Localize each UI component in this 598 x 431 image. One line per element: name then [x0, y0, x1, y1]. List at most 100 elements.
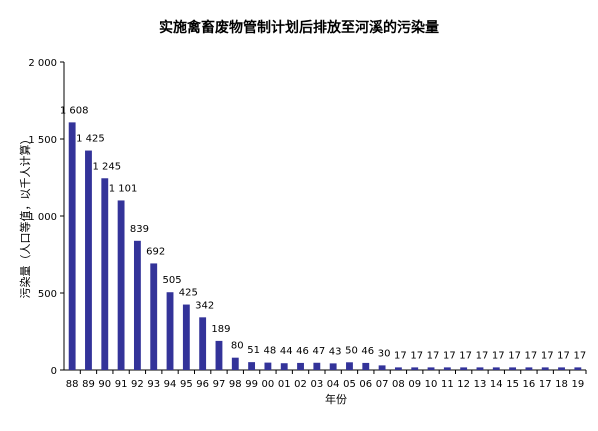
chart-title: 实施禽畜废物管制计划后排放至河溪的污染量: [159, 19, 439, 36]
bar: [394, 367, 402, 370]
x-tick-label: 97: [213, 379, 226, 390]
bar: [231, 357, 239, 370]
data-label: 17: [427, 350, 440, 361]
x-tick-label: 19: [571, 379, 584, 390]
x-tick-label: 99: [245, 379, 258, 390]
bar: [460, 367, 468, 370]
data-label: 44: [280, 346, 293, 357]
data-label: 46: [296, 346, 309, 357]
bar: [378, 365, 386, 370]
bar: [264, 362, 272, 370]
data-label: 47: [312, 346, 325, 357]
data-label: 839: [130, 224, 149, 235]
data-label: 17: [410, 350, 423, 361]
bar: [101, 178, 109, 370]
y-tick-label: 0: [51, 366, 57, 377]
y-tick-label: 1 500: [28, 135, 57, 146]
x-tick-label: 93: [147, 379, 160, 390]
x-tick-label: 95: [180, 379, 193, 390]
data-label: 51: [247, 345, 260, 356]
data-label: 1 101: [109, 183, 138, 194]
bar: [346, 362, 353, 370]
y-tick-label: 2 000: [28, 58, 57, 69]
x-tick-label: 01: [278, 379, 291, 390]
data-label: 17: [525, 350, 538, 361]
x-tick-label: 04: [327, 379, 340, 390]
x-tick-label: 88: [66, 379, 79, 390]
x-tick-label: 10: [425, 379, 438, 390]
x-tick-label: 14: [490, 379, 503, 390]
data-label: 80: [231, 341, 244, 352]
x-tick-label: 15: [506, 379, 519, 390]
data-label: 17: [573, 350, 586, 361]
bar: [215, 340, 223, 370]
x-tick-label: 12: [457, 379, 470, 390]
data-label: 17: [557, 350, 570, 361]
bar: [492, 367, 500, 370]
x-tick-label: 06: [359, 379, 372, 390]
data-label: 17: [459, 350, 472, 361]
x-tick-label: 09: [408, 379, 421, 390]
data-label: 17: [476, 350, 489, 361]
bar: [68, 122, 76, 370]
bar: [248, 362, 256, 370]
data-label: 342: [195, 300, 214, 311]
bar: [574, 367, 582, 370]
data-label: 17: [541, 350, 554, 361]
bar: [150, 263, 158, 370]
data-label: 17: [443, 350, 456, 361]
x-axis-title: 年份: [325, 392, 347, 406]
bar: [558, 367, 565, 370]
data-label: 17: [508, 350, 521, 361]
x-tick-label: 16: [523, 379, 536, 390]
x-tick-label: 00: [262, 379, 275, 390]
data-label: 1 425: [76, 134, 105, 145]
bar: [427, 367, 435, 370]
bar: [509, 367, 517, 370]
x-tick-label: 92: [131, 379, 144, 390]
data-label: 30: [378, 348, 391, 359]
x-tick-label: 02: [294, 379, 307, 390]
data-label: 46: [361, 346, 374, 357]
bar: [313, 362, 321, 370]
bar: [133, 240, 141, 370]
bar: [541, 367, 549, 370]
data-label: 425: [179, 288, 198, 299]
x-tick-label: 03: [310, 379, 323, 390]
x-tick-label: 17: [539, 379, 552, 390]
x-tick-label: 08: [392, 379, 405, 390]
x-tick-label: 13: [474, 379, 487, 390]
data-label: 1 608: [60, 105, 89, 116]
data-label: 1 245: [92, 161, 121, 172]
x-tick-label: 05: [343, 379, 356, 390]
data-label: 189: [211, 324, 230, 335]
x-tick-label: 07: [376, 379, 389, 390]
bar: [117, 200, 125, 370]
x-tick-label: 90: [98, 379, 111, 390]
data-label: 505: [162, 275, 181, 286]
bar: [280, 363, 288, 370]
bar: [362, 362, 370, 370]
bar: [297, 362, 304, 370]
x-tick-label: 89: [82, 379, 95, 390]
bar: [329, 363, 337, 370]
bar: [85, 150, 92, 370]
data-label: 17: [492, 350, 505, 361]
x-tick-label: 94: [164, 379, 177, 390]
x-tick-label: 11: [441, 379, 454, 390]
y-tick-label: 500: [38, 289, 57, 300]
data-label: 43: [329, 346, 342, 357]
bar: [166, 292, 174, 370]
y-tick-label: 1 000: [28, 212, 57, 223]
data-label: 50: [345, 345, 358, 356]
bar: [182, 304, 190, 370]
x-tick-label: 96: [196, 379, 209, 390]
bar: [525, 367, 533, 370]
y-axis-title: 污染量（人口等值，以千人计算）: [18, 134, 32, 299]
x-tick-label: 18: [555, 379, 568, 390]
data-label: 692: [146, 246, 165, 257]
data-label: 17: [394, 350, 407, 361]
data-label: 48: [264, 346, 277, 357]
